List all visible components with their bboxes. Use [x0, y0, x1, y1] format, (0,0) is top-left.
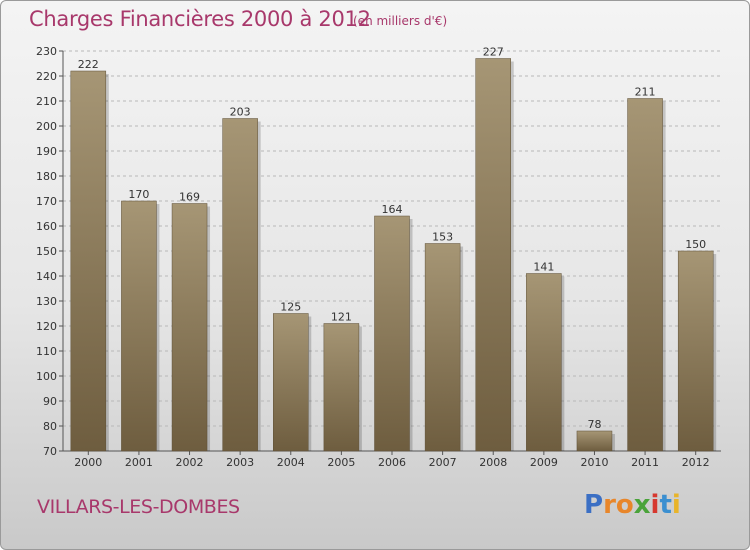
bar-value-label: 222: [78, 58, 99, 71]
bar: [70, 70, 107, 452]
y-tick-label: 190: [36, 145, 57, 158]
x-tick-label: 2004: [277, 456, 305, 469]
bar-value-label: 78: [587, 418, 601, 431]
bar: [222, 118, 258, 452]
bar: [171, 203, 208, 452]
proxiti-logo: Proxiti: [584, 490, 681, 520]
y-tick-label: 130: [36, 295, 57, 308]
x-tick-label: 2006: [378, 456, 406, 469]
y-tick-label: 150: [36, 245, 57, 258]
bar: [424, 243, 461, 452]
x-tick-label: 2000: [74, 456, 102, 469]
x-tick-label: 2010: [580, 456, 608, 469]
bar: [121, 200, 157, 452]
chart-title: Charges Financières 2000 à 2012: [29, 7, 371, 31]
y-tick-label: 170: [36, 195, 57, 208]
chart-subtitle: (en milliers d'€): [353, 14, 448, 28]
y-tick-label: 110: [36, 345, 57, 358]
bar-value-label: 170: [128, 188, 149, 201]
y-tick-label: 160: [36, 220, 57, 233]
bar: [627, 98, 663, 452]
bar: [374, 215, 410, 452]
y-tick-label: 70: [43, 445, 57, 458]
bar-value-label: 164: [382, 203, 403, 216]
logo-letter: i: [650, 490, 660, 520]
bar: [576, 430, 613, 452]
x-tick-label: 2012: [682, 456, 710, 469]
x-tick-label: 2001: [125, 456, 153, 469]
bars: [70, 58, 717, 452]
x-tick-label: 2005: [327, 456, 355, 469]
x-tick-label: 2003: [226, 456, 254, 469]
bar: [526, 273, 562, 452]
bar-value-label: 121: [331, 311, 352, 324]
x-tick-label: 2011: [631, 456, 659, 469]
labels: 7080901001101201301401501601701801902002…: [36, 45, 710, 469]
x-tick-label: 2002: [176, 456, 204, 469]
logo-letter: r: [603, 490, 616, 520]
bar-value-label: 169: [179, 191, 200, 204]
bar: [323, 323, 360, 452]
bar: [677, 250, 714, 452]
x-tick-label: 2008: [479, 456, 507, 469]
bar: [475, 58, 511, 452]
logo-letter: o: [615, 490, 634, 520]
y-tick-label: 120: [36, 320, 57, 333]
y-tick-label: 200: [36, 120, 57, 133]
logo-letter: t: [659, 490, 672, 520]
bar-value-label: 150: [685, 238, 706, 251]
x-tick-label: 2009: [530, 456, 558, 469]
y-tick-label: 80: [43, 420, 57, 433]
y-tick-label: 90: [43, 395, 57, 408]
bar-value-label: 153: [432, 231, 453, 244]
logo-letter: x: [633, 490, 651, 520]
logo-letter: P: [584, 490, 604, 520]
bar-value-label: 211: [635, 86, 656, 99]
x-tick-label: 2007: [429, 456, 457, 469]
y-tick-label: 220: [36, 70, 57, 83]
bar-value-label: 125: [280, 301, 301, 314]
logo-letter: i: [671, 490, 681, 520]
y-tick-label: 180: [36, 170, 57, 183]
y-tick-label: 100: [36, 370, 57, 383]
bar-value-label: 227: [483, 46, 504, 59]
bar-value-label: 203: [230, 106, 251, 119]
y-tick-label: 230: [36, 45, 57, 58]
bar-value-label: 141: [533, 261, 554, 274]
y-tick-label: 210: [36, 95, 57, 108]
commune-name: VILLARS-LES-DOMBES: [37, 496, 240, 518]
bar: [273, 313, 309, 452]
y-tick-label: 140: [36, 270, 57, 283]
